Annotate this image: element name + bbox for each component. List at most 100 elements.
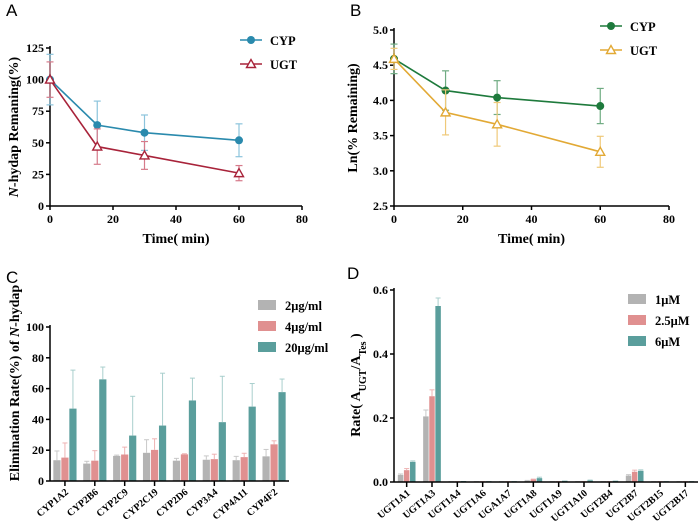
panel-d-bar-chart: UGT1A1UGT1A3UGT1A4UGT1A6UGA1A7UGT1A8UGT1… (349, 283, 698, 525)
bar (210, 459, 218, 481)
x-tick-label: 60 (233, 212, 245, 226)
y-tick-label: 4.5 (373, 58, 388, 72)
x-tick-label: 60 (594, 212, 606, 226)
category-group (83, 366, 107, 481)
panel-letter-b: B (350, 1, 361, 20)
bar (638, 470, 644, 482)
y-tick-label: 0.4 (373, 347, 388, 361)
legend-label: 1μM (655, 293, 680, 307)
bar (218, 422, 226, 481)
y-axis-label-part: /A (349, 355, 364, 371)
legend-swatch (258, 300, 276, 310)
bar (188, 400, 197, 481)
series-line (49, 79, 240, 142)
x-tick-label: CYP4F2 (245, 487, 280, 519)
y-axis-label-part: ) (349, 333, 364, 342)
legend-item: 1μM (628, 293, 680, 307)
y-axis-label: N-hydap Remaning(%) (7, 56, 22, 198)
bar (202, 459, 210, 481)
legend-item-ugt: UGT (600, 44, 658, 58)
legend-label: 4μg/ml (285, 320, 322, 334)
y-tick-label: 3.5 (373, 129, 388, 143)
bar (113, 455, 121, 481)
y-tick-label: 125 (26, 41, 44, 55)
x-tick-label: 80 (296, 212, 308, 226)
panel-a-line-chart: 0 25 50 75 100 125 0 20 40 60 80 Time( min) N-hydap … (7, 34, 308, 247)
data-point (594, 145, 606, 156)
bar (397, 474, 404, 482)
y-tick-label: 0.0 (373, 475, 388, 489)
y-tick-label: 40 (32, 412, 44, 426)
legend-item: 4μg/ml (258, 320, 322, 334)
bar (262, 456, 270, 481)
panel-letter-a: A (6, 1, 18, 20)
y-axis-label: Ln(% Remaining) (346, 63, 361, 173)
y-tick-label: 4.0 (373, 93, 388, 107)
bar (53, 460, 61, 481)
category-group (172, 377, 197, 481)
bar (158, 425, 167, 481)
panel-letter-d: D (347, 264, 359, 283)
y-tick-label: 100 (26, 73, 44, 87)
y-tick-label: 3.0 (373, 164, 388, 178)
y-tick-label: 0.6 (373, 283, 388, 297)
legend-label: UGT (270, 58, 298, 72)
category-group (397, 460, 416, 482)
x-tick-label: CYP1A2 (35, 487, 71, 520)
data-point (91, 140, 103, 151)
y-axis-label-text: Ln(% Remaining) (346, 63, 361, 173)
bar (142, 452, 151, 481)
legend-swatch (628, 336, 646, 346)
x-tick-label: 40 (170, 212, 182, 226)
y-axis-label-part: Elimination Rate(%) of (8, 337, 23, 481)
x-tick-label: 20 (107, 212, 119, 226)
bar (129, 435, 137, 481)
x-axis-label: Time( min) (142, 232, 209, 247)
y-tick-label: 75 (32, 104, 44, 118)
legend-label: 2μg/ml (285, 299, 322, 313)
x-tick-label: 0 (391, 212, 397, 226)
x-tick-label: CYP2B6 (65, 487, 101, 519)
bar (435, 306, 441, 482)
bar (403, 470, 410, 482)
y-tick-label: 2.5 (373, 199, 388, 213)
data-point (439, 106, 452, 117)
y-axis-label-part: Tes (358, 341, 369, 355)
bar (248, 406, 256, 481)
y-tick-label: 80 (32, 351, 44, 365)
bar (270, 444, 278, 481)
series-ugt (44, 61, 245, 182)
legend-label: 2.5μM (655, 314, 690, 328)
category-group (423, 297, 441, 482)
bar (429, 396, 435, 482)
legend-item: 2.5μM (628, 314, 690, 328)
bar (423, 416, 429, 482)
legend-label: 20μg/ml (285, 341, 329, 355)
bar (240, 457, 248, 481)
panel-b-line-chart: 2.5 3.0 3.5 4.0 4.5 5.0 0 20 40 60 80 Time( min) Ln(… (346, 20, 675, 247)
legend-swatch (628, 294, 646, 304)
legend-swatch (628, 315, 646, 325)
y-axis-label-part: -hydap (8, 285, 23, 327)
x-tick-label: 20 (457, 212, 469, 226)
data-point (93, 121, 102, 130)
panel-c-bar-chart: CYP1A2CYP2B6CYP2C9CYP2C19CYP2D6CYP3A4CYP… (8, 285, 329, 523)
bar (61, 457, 69, 481)
bar (631, 471, 638, 482)
y-tick-label: 50 (32, 136, 44, 150)
bar (83, 463, 91, 481)
data-point (493, 93, 502, 102)
category-group (142, 372, 167, 481)
series-ugt (388, 47, 606, 168)
bar (99, 379, 107, 481)
data-point (44, 73, 56, 84)
category-group (53, 369, 77, 481)
y-axis-label-text: -hydap Remaning(%) (7, 56, 22, 187)
x-tick-label: CYP2D6 (154, 487, 190, 520)
category-group (113, 395, 137, 481)
x-axis-label: Time( min) (498, 232, 565, 247)
bar (172, 460, 181, 481)
data-point (140, 128, 149, 137)
y-tick-label: 5.0 (373, 23, 388, 37)
